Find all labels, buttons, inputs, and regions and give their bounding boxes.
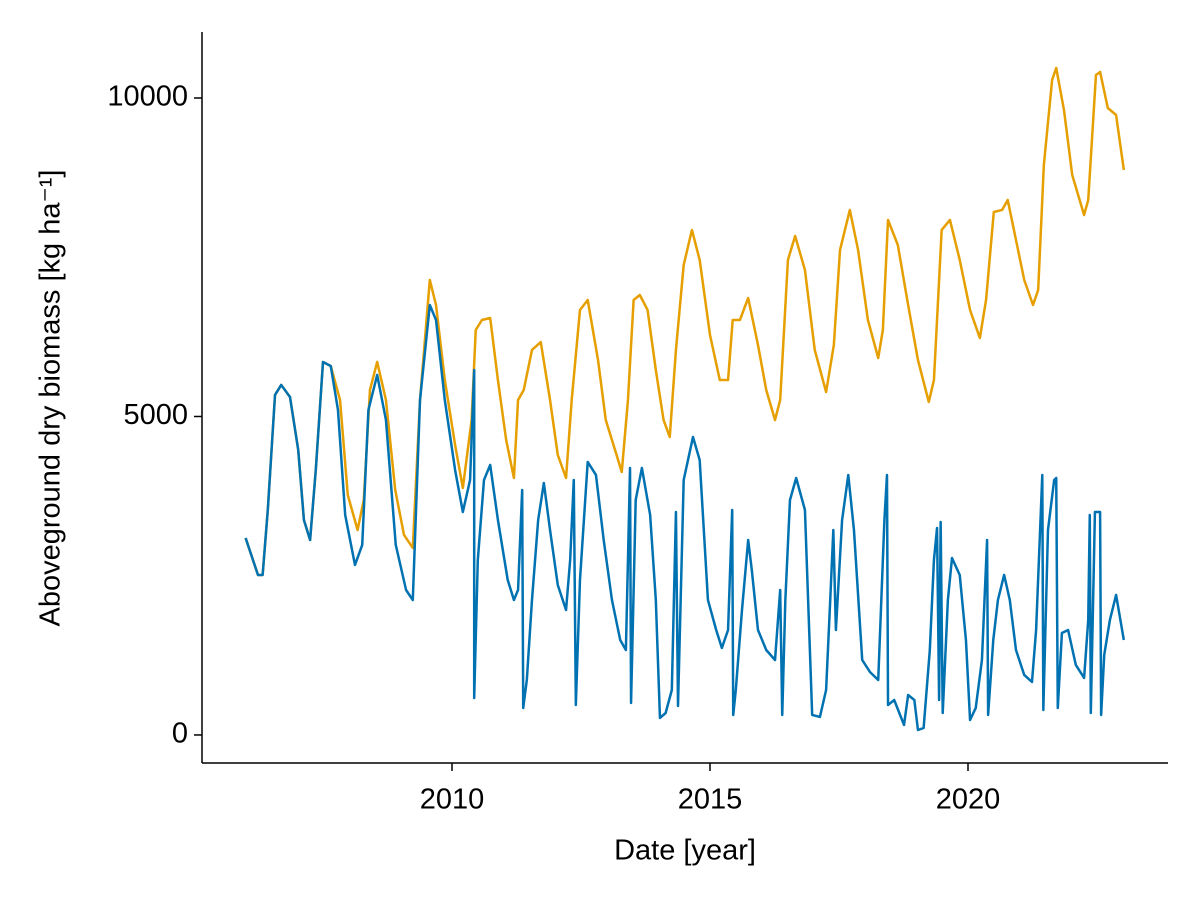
series-line: [244, 303, 1126, 732]
x-tick-label: 2010: [420, 784, 485, 816]
y-tick-label: 10000: [107, 81, 188, 113]
x-tick-label: 2020: [936, 784, 1001, 816]
x-tick-label: 2015: [678, 784, 743, 816]
y-tick-label: 5000: [123, 399, 188, 431]
y-axis-label: Aboveground dry biomass [kg ha⁻¹]: [35, 170, 67, 627]
x-axis-label: Date [year]: [614, 835, 756, 867]
series-line: [244, 66, 1126, 577]
y-tick-label: 0: [172, 718, 188, 750]
